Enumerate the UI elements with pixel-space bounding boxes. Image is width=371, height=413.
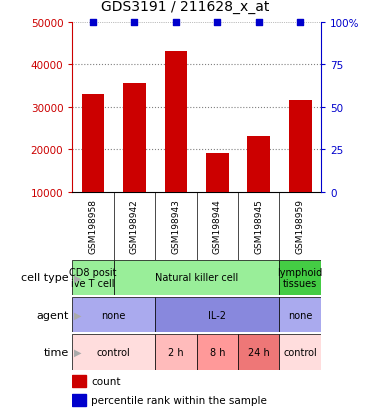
Bar <box>72 260 114 295</box>
Text: GSM198942: GSM198942 <box>130 199 139 254</box>
Text: GDS3191 / 211628_x_at: GDS3191 / 211628_x_at <box>101 0 270 14</box>
Bar <box>114 260 279 295</box>
Bar <box>82 95 105 234</box>
Text: CD8 posit
ive T cell: CD8 posit ive T cell <box>69 267 117 289</box>
Point <box>214 19 220 26</box>
Text: lymphoid
tissues: lymphoid tissues <box>278 267 323 289</box>
Text: 24 h: 24 h <box>248 347 270 357</box>
Point <box>256 19 262 26</box>
Text: ▶: ▶ <box>74 273 82 283</box>
Text: time: time <box>43 347 69 357</box>
Text: control: control <box>97 347 131 357</box>
Text: ▶: ▶ <box>74 310 82 320</box>
Text: count: count <box>91 376 121 386</box>
Bar <box>72 394 86 406</box>
Text: 8 h: 8 h <box>210 347 225 357</box>
Bar <box>206 154 229 234</box>
Text: Natural killer cell: Natural killer cell <box>155 273 238 283</box>
Text: none: none <box>288 310 312 320</box>
Bar <box>155 297 279 332</box>
Bar <box>164 52 187 234</box>
Text: GSM198958: GSM198958 <box>89 199 98 254</box>
Text: control: control <box>283 347 317 357</box>
Text: ▶: ▶ <box>74 347 82 357</box>
Bar <box>247 137 270 234</box>
Text: GSM198959: GSM198959 <box>296 199 305 254</box>
Bar <box>197 335 238 370</box>
Bar <box>279 297 321 332</box>
Text: agent: agent <box>36 310 69 320</box>
Bar <box>279 335 321 370</box>
Text: percentile rank within the sample: percentile rank within the sample <box>91 395 267 405</box>
Bar <box>72 335 155 370</box>
Point <box>297 19 303 26</box>
Text: GSM198943: GSM198943 <box>171 199 180 254</box>
Bar <box>72 297 155 332</box>
Text: cell type: cell type <box>21 273 69 283</box>
Bar <box>238 335 279 370</box>
Bar <box>279 260 321 295</box>
Bar <box>289 101 312 234</box>
Point <box>132 19 138 26</box>
Text: none: none <box>102 310 126 320</box>
Bar <box>123 84 146 234</box>
Text: GSM198944: GSM198944 <box>213 199 222 254</box>
Text: IL-2: IL-2 <box>209 310 226 320</box>
Point <box>173 19 179 26</box>
Text: 2 h: 2 h <box>168 347 184 357</box>
Text: GSM198945: GSM198945 <box>254 199 263 254</box>
Bar <box>72 375 86 387</box>
Point <box>90 19 96 26</box>
Bar <box>155 335 197 370</box>
